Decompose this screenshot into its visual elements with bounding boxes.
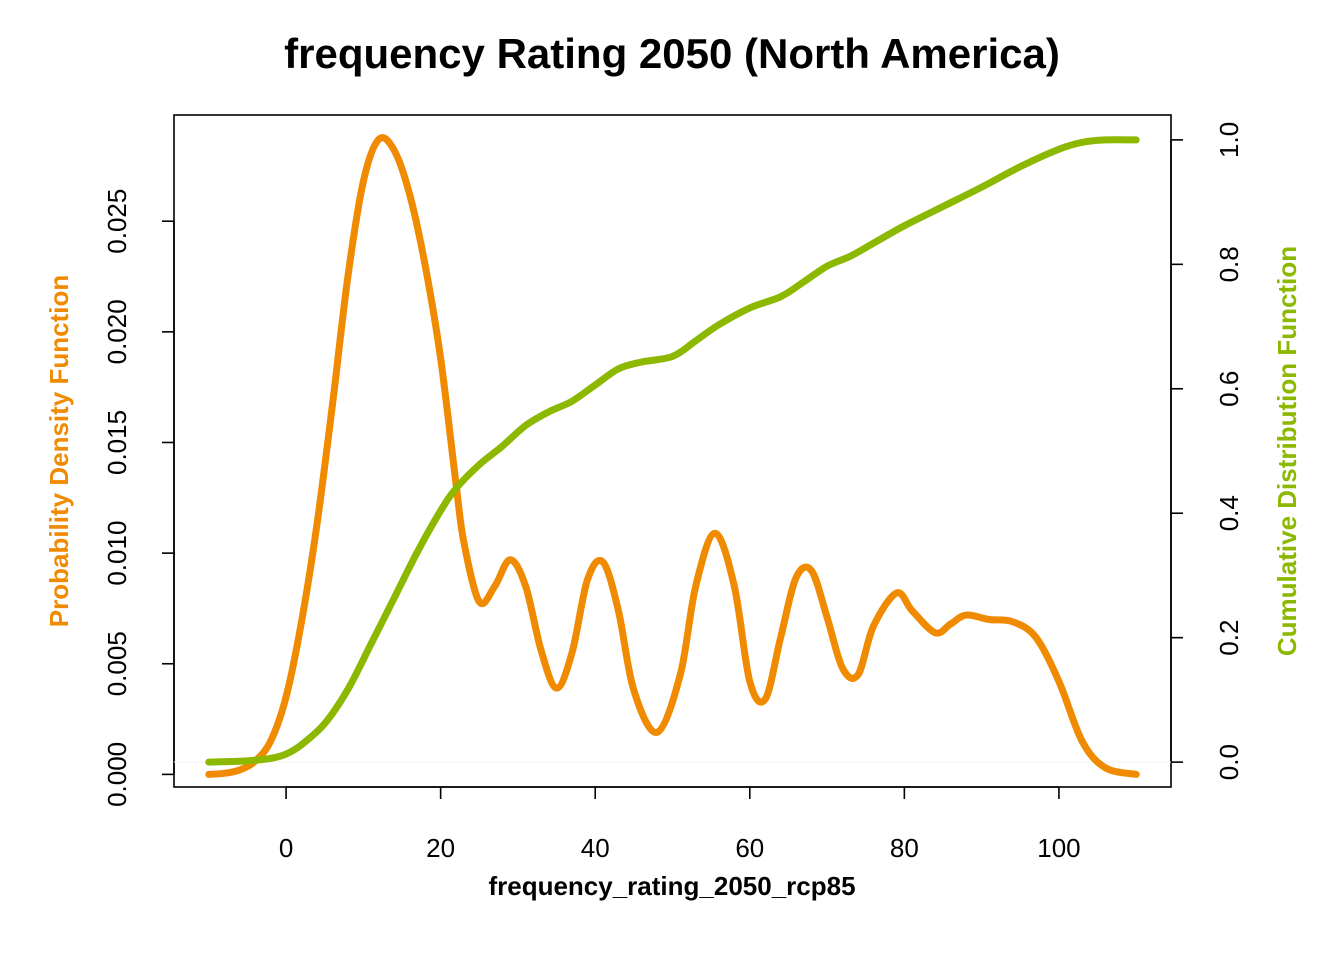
y-left-tick-label: 0.010 bbox=[102, 521, 132, 586]
y-left-tick-label: 0.025 bbox=[102, 189, 132, 254]
y-right-tick-label: 0.8 bbox=[1214, 246, 1244, 282]
y-right-tick-label: 1.0 bbox=[1214, 122, 1244, 158]
x-tick-label: 40 bbox=[581, 833, 610, 863]
cdf-line bbox=[205, 136, 1140, 766]
y-left-axis-label: Probability Density Function bbox=[44, 275, 74, 627]
y-right-tick-label: 0.6 bbox=[1214, 371, 1244, 407]
x-tick-label: 0 bbox=[279, 833, 293, 863]
x-axis: 0 20 40 60 80 100 bbox=[279, 786, 1081, 863]
y-right-tick-label: 0.4 bbox=[1214, 495, 1244, 531]
y-left-tick-label: 0.015 bbox=[102, 410, 132, 475]
x-tick-label: 80 bbox=[890, 833, 919, 863]
y-left-axis: 0.000 0.005 0.010 0.015 0.020 0.025 bbox=[102, 189, 175, 807]
chart-title: frequency Rating 2050 (North America) bbox=[284, 30, 1060, 77]
y-right-tick-label: 0.0 bbox=[1214, 744, 1244, 780]
x-tick-label: 60 bbox=[735, 833, 764, 863]
x-axis-label: frequency_rating_2050_rcp85 bbox=[488, 871, 855, 901]
y-left-tick-label: 0.005 bbox=[102, 631, 132, 696]
x-tick-label: 100 bbox=[1037, 833, 1080, 863]
y-right-tick-label: 0.2 bbox=[1214, 620, 1244, 656]
series-layer bbox=[205, 134, 1140, 778]
pdf-line bbox=[205, 134, 1140, 778]
y-right-axis: 0.0 0.2 0.4 0.6 0.8 1.0 bbox=[1170, 122, 1244, 780]
y-left-tick-label: 0.020 bbox=[102, 299, 132, 364]
y-right-axis-label: Cumulative Distribution Function bbox=[1272, 246, 1302, 656]
y-left-tick-label: 0.000 bbox=[102, 742, 132, 807]
x-tick-label: 20 bbox=[426, 833, 455, 863]
